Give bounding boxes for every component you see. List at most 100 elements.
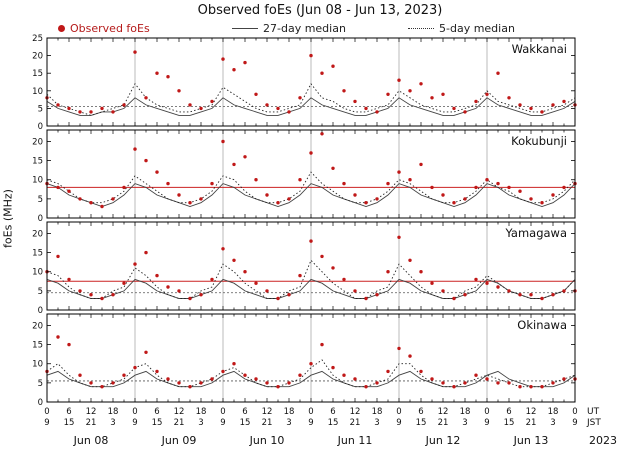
observed-point	[507, 381, 511, 385]
ut-tick-label: 12	[174, 407, 185, 417]
observed-point	[265, 289, 269, 293]
observed-point	[397, 235, 401, 239]
ut-tick-label: 6	[242, 407, 247, 417]
observed-point	[287, 381, 291, 385]
observed-point	[408, 178, 412, 182]
legend-median27-label: 27-day median	[263, 22, 346, 35]
observed-point	[133, 365, 137, 370]
observed-point	[430, 281, 434, 285]
legend-observed-label: Observed foEs	[70, 22, 150, 35]
observed-point	[551, 193, 555, 197]
observed-point	[540, 201, 544, 205]
panel-frame	[46, 37, 576, 127]
observed-point	[166, 285, 170, 289]
observed-point	[353, 193, 357, 197]
observed-point	[518, 293, 522, 297]
jst-tick-label: 15	[64, 418, 75, 428]
jst-tick-label: 9	[44, 418, 49, 428]
ut-tick-label: 18	[284, 407, 295, 417]
observed-point	[452, 106, 456, 111]
observed-point	[188, 296, 192, 301]
observed-point	[441, 193, 445, 197]
observed-point	[419, 369, 423, 374]
day-label: Jun 11	[337, 434, 373, 447]
observed-point	[122, 373, 126, 377]
observed-point	[254, 281, 258, 285]
observed-point	[78, 110, 82, 114]
station-label: Kokubunji	[511, 134, 567, 148]
observed-point	[386, 181, 390, 186]
observed-point	[144, 250, 148, 255]
observed-point	[89, 381, 93, 385]
observed-point	[210, 377, 214, 381]
observed-point	[298, 96, 302, 100]
legend-item-median27: 27-day median	[232, 22, 346, 35]
observed-point	[199, 197, 203, 201]
observed-point	[298, 373, 302, 377]
observed-point	[287, 110, 291, 114]
observed-point	[320, 254, 324, 259]
observed-point	[309, 53, 313, 58]
jst-tick-label: 9	[396, 418, 401, 428]
ut-tick-label: 0	[132, 407, 137, 417]
jst-axis-label: JST	[586, 418, 601, 428]
ut-tick-label: 0	[44, 407, 49, 417]
median27-line	[46, 370, 576, 388]
observed-point	[331, 166, 335, 170]
ut-tick-label: 18	[548, 407, 559, 417]
observed-point	[452, 201, 456, 205]
observed-point	[452, 296, 456, 301]
observed-point	[56, 185, 60, 190]
observed-point	[188, 103, 192, 107]
y-tick-label: 20	[32, 52, 43, 62]
observed-point	[254, 377, 258, 381]
observed-point	[199, 106, 203, 111]
ut-tick-label: 18	[372, 407, 383, 417]
panel-frame	[46, 313, 576, 403]
observed-point	[353, 99, 357, 104]
panel-wakkanai: 0 5 10 15 20 25 Wakkanai	[32, 34, 577, 132]
observed-point	[78, 373, 82, 377]
y-tick-label: 10	[32, 176, 43, 186]
observed-point	[287, 197, 291, 201]
observed-point	[507, 185, 511, 190]
observed-point	[221, 247, 225, 251]
observed-point	[331, 266, 335, 270]
jst-tick-label: 15	[240, 418, 251, 428]
observed-point	[155, 273, 159, 278]
observed-point	[78, 197, 82, 201]
observed-point	[397, 78, 401, 82]
ut-tick-label: 12	[526, 407, 537, 417]
ut-tick-label: 0	[484, 407, 489, 417]
legend-median5-label: 5-day median	[439, 22, 515, 35]
observed-point	[133, 50, 137, 54]
observed-point	[177, 193, 181, 197]
observed-point	[276, 296, 280, 301]
observed-point	[419, 162, 423, 167]
observed-point	[122, 281, 126, 285]
observed-point	[232, 258, 236, 262]
observed-point	[507, 96, 511, 100]
observed-point	[144, 96, 148, 100]
observed-point	[353, 289, 357, 293]
observed-point	[78, 289, 82, 293]
observed-point	[463, 197, 467, 201]
observed-point	[56, 335, 60, 339]
observed-point	[155, 369, 159, 374]
observed-point	[507, 289, 511, 293]
observed-point	[221, 57, 225, 61]
ut-tick-label: 0	[396, 407, 401, 417]
observed-point	[111, 293, 115, 297]
observed-point	[386, 92, 390, 97]
y-tick-label: 10	[32, 268, 43, 278]
jst-tick-label: 9	[220, 418, 225, 428]
y-tick-label: 15	[32, 249, 43, 259]
observed-point	[320, 71, 324, 75]
panel-okinawa: 0 5 10 15 20 Okinawa	[32, 313, 577, 408]
y-tick-label: 20	[32, 321, 43, 331]
ut-tick-label: 18	[196, 407, 207, 417]
ut-tick-label: 12	[350, 407, 361, 417]
observed-point	[221, 369, 225, 374]
observed-point	[89, 110, 93, 114]
observed-point	[199, 381, 203, 385]
